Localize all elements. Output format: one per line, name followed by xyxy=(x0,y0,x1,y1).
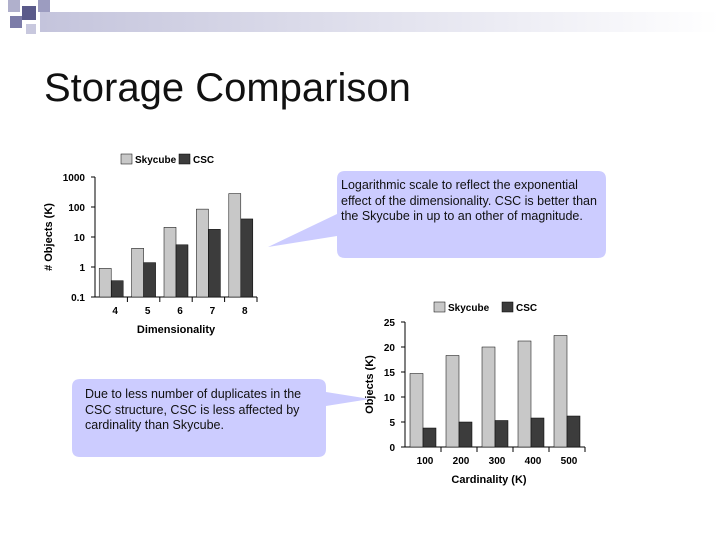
y-tick-label: 100 xyxy=(68,203,85,214)
callout-text-cardinality: Due to less number of duplicates in the … xyxy=(85,387,302,432)
slide-decoration xyxy=(8,0,720,34)
bar-csc-100 xyxy=(422,427,437,448)
bar-csc-6 xyxy=(175,244,189,298)
bar-skycube-400 xyxy=(517,340,532,448)
x-tick-label: 6 xyxy=(177,306,183,317)
y-tick-label: 0.1 xyxy=(71,293,85,304)
x-tick-label: 100 xyxy=(417,456,434,467)
bar-csc-4 xyxy=(110,280,124,298)
callout-text-log-scale: Logarithmic scale to reflect the exponen… xyxy=(341,178,597,223)
bar-csc-200 xyxy=(458,421,473,448)
x-axis-title: Cardinality (K) xyxy=(451,474,527,486)
legend-swatch-csc xyxy=(501,301,514,313)
legend-swatch-skycube xyxy=(120,153,133,165)
x-tick-label: 8 xyxy=(242,306,248,317)
x-axis-title: Dimensionality xyxy=(137,324,216,336)
bar-skycube-100 xyxy=(409,373,424,448)
decor-band xyxy=(40,12,720,32)
y-tick-label: 0 xyxy=(389,443,395,454)
bar-csc-8 xyxy=(240,218,254,298)
x-tick-label: 4 xyxy=(112,306,118,317)
legend-label-csc: CSC xyxy=(516,303,537,314)
decor-square xyxy=(8,0,20,12)
bar-skycube-300 xyxy=(481,346,496,448)
y-axis-title: # Objects (K) xyxy=(43,203,55,271)
bar-skycube-200 xyxy=(445,355,460,448)
decor-square xyxy=(26,24,36,34)
bar-skycube-500 xyxy=(553,335,568,448)
x-tick-label: 5 xyxy=(145,306,151,317)
y-tick-label: 10 xyxy=(384,393,396,404)
y-tick-label: 20 xyxy=(384,343,396,354)
bar-csc-300 xyxy=(494,420,509,448)
y-tick-label: 1 xyxy=(79,263,85,274)
x-tick-label: 400 xyxy=(525,456,542,467)
y-tick-label: 5 xyxy=(389,418,395,429)
x-tick-label: 300 xyxy=(489,456,506,467)
x-tick-label: 200 xyxy=(453,456,470,467)
legend-label-skycube: Skycube xyxy=(135,155,177,166)
x-tick-label: 7 xyxy=(210,306,216,317)
y-tick-label: 10 xyxy=(74,233,86,244)
decor-square xyxy=(22,6,36,20)
legend-label-skycube: Skycube xyxy=(448,303,490,314)
legend-swatch-csc xyxy=(178,153,191,165)
y-tick-label: 15 xyxy=(384,368,396,379)
decor-square xyxy=(38,0,50,12)
decor-square xyxy=(10,16,22,28)
x-tick-label: 500 xyxy=(561,456,578,467)
y-axis-title: Objects (K) xyxy=(364,355,376,414)
bar-csc-5 xyxy=(143,262,156,298)
legend-swatch-skycube xyxy=(433,301,446,313)
y-tick-label: 1000 xyxy=(63,173,86,184)
slide-title: Storage Comparison xyxy=(44,66,411,110)
legend-label-csc: CSC xyxy=(193,155,214,166)
bar-csc-7 xyxy=(208,229,221,298)
y-tick-label: 25 xyxy=(384,318,396,329)
bar-csc-500 xyxy=(566,415,581,448)
bar-csc-400 xyxy=(530,417,545,448)
